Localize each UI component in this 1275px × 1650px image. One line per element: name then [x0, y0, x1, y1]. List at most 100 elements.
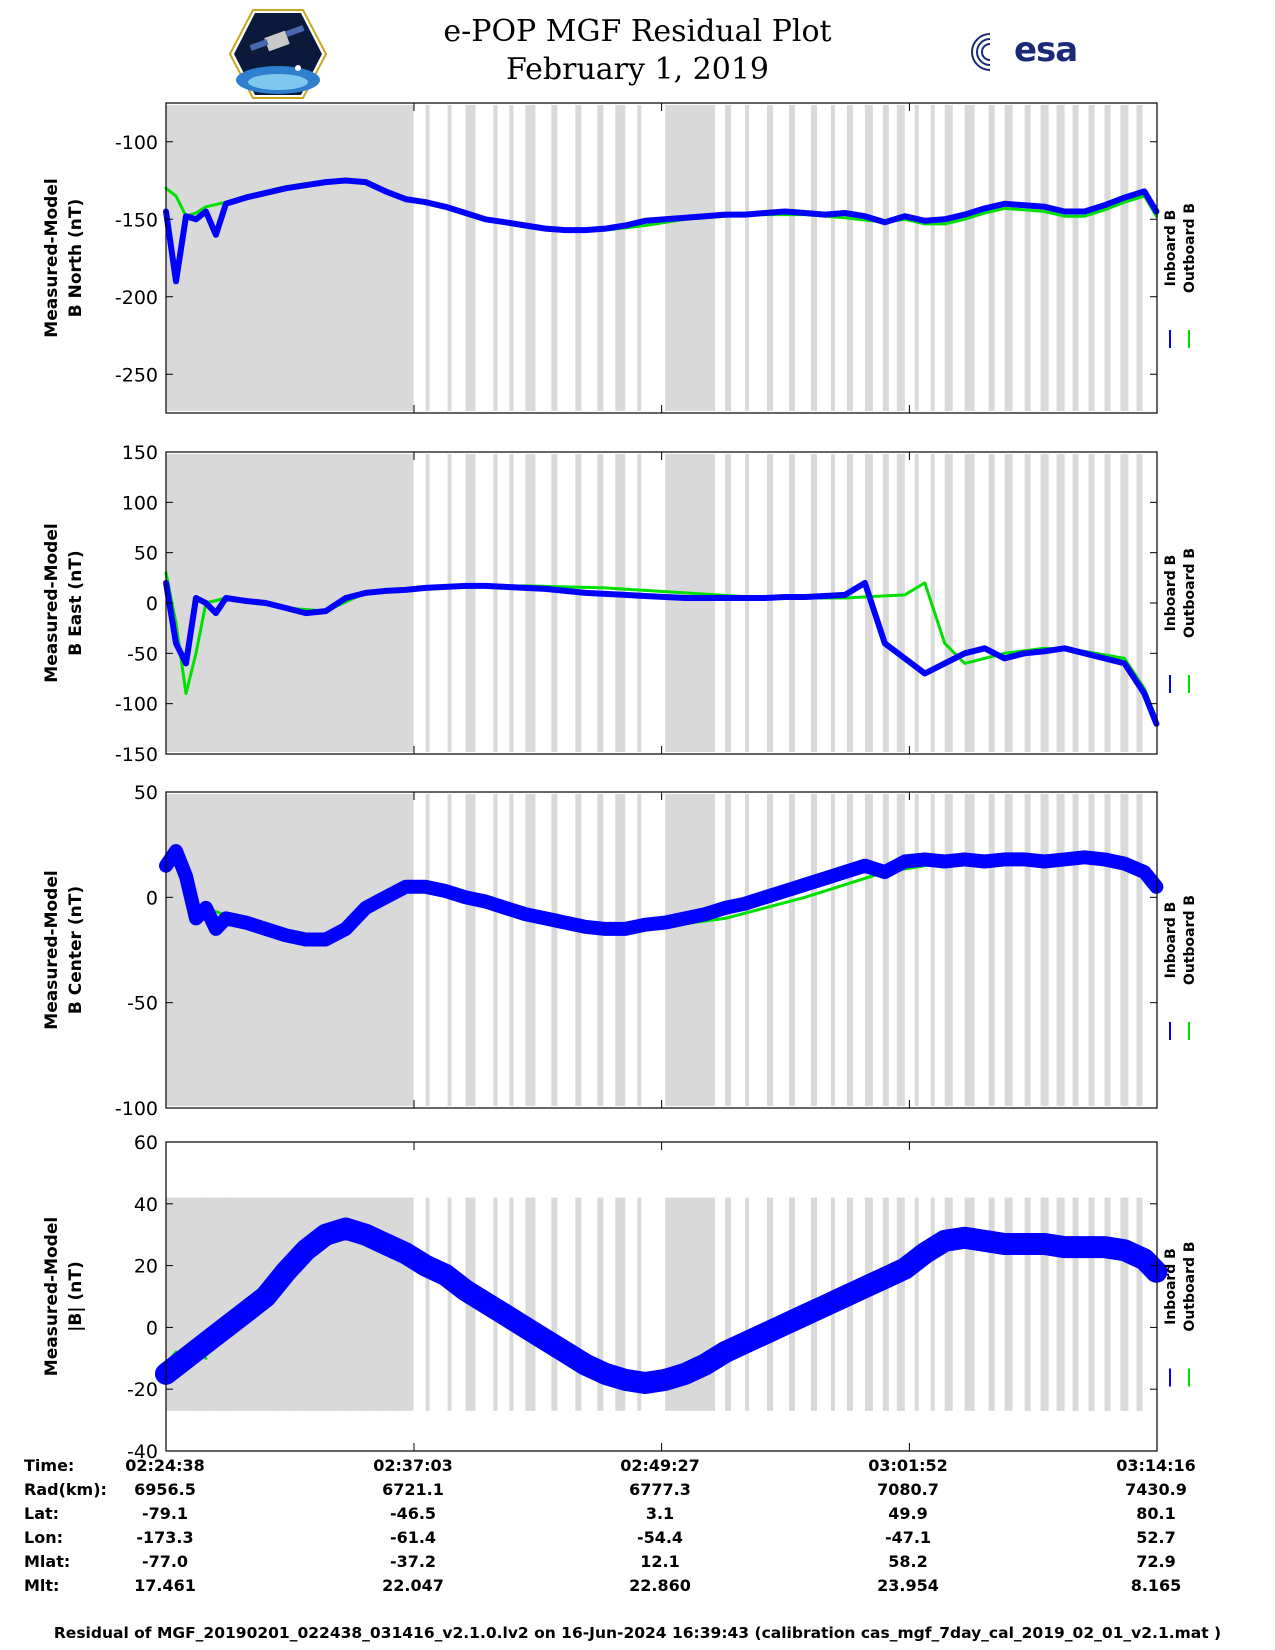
shade-band	[745, 105, 750, 411]
shade-band	[1056, 454, 1065, 752]
shade-band	[830, 454, 835, 752]
shade-band	[345, 454, 354, 752]
info-cell: 72.9	[1136, 1552, 1176, 1571]
legend-inboard-label: Inboard B	[1163, 210, 1179, 287]
shade-band	[1040, 1197, 1049, 1411]
y-tick-label: 60	[134, 1132, 158, 1154]
y-tick-label: -150	[115, 744, 158, 766]
shade-band	[465, 105, 476, 411]
shade-band	[303, 454, 308, 752]
shade-band	[509, 794, 514, 1106]
shade-band	[575, 105, 582, 411]
shade-band	[1088, 454, 1095, 752]
shade-band	[725, 105, 732, 411]
shade-band	[361, 454, 370, 752]
shade-band	[551, 794, 558, 1106]
panel-4: -40 -20 0 20 40 60 Measured-Model |B| (nT) Inboa…	[42, 1132, 1198, 1463]
y-tick-label: 50	[134, 782, 158, 804]
shade-band	[988, 105, 995, 411]
info-cell: 52.7	[1136, 1528, 1176, 1547]
shade-band	[1104, 794, 1111, 1106]
shade-band	[331, 794, 336, 1106]
shade-band	[1072, 454, 1079, 752]
shade-band	[767, 794, 774, 1106]
y-tick-label: 40	[134, 1194, 158, 1216]
shade-band	[447, 794, 452, 1106]
shade-band	[1056, 794, 1065, 1106]
shade-band	[315, 794, 324, 1106]
shade-band	[767, 105, 774, 411]
shade-band	[864, 1197, 873, 1411]
info-cell: -77.0	[141, 1552, 189, 1571]
y-axis-label: Measured-Model	[42, 1217, 62, 1376]
shade-band	[509, 105, 514, 411]
info-row-mlt: Mlt: 17.461 22.047 22.860 23.954 8.165	[0, 1576, 1275, 1600]
shade-band	[1040, 794, 1049, 1106]
shade-band	[493, 454, 498, 752]
info-cell: -54.4	[636, 1528, 684, 1547]
shade-band	[914, 105, 919, 411]
panel-1: -250 -200 -150 -100 Measured-Model B North (n…	[42, 102, 1198, 414]
y-axis-label: Measured-Model	[42, 178, 62, 337]
shade-band	[615, 105, 626, 411]
info-cell: 3.1	[645, 1504, 675, 1523]
shade-band	[525, 105, 536, 411]
y-tick-label: -150	[115, 209, 158, 231]
y-tick-label: 0	[146, 887, 158, 909]
y-tick-label: -100	[115, 1098, 158, 1120]
esa-logo-icon	[971, 32, 1012, 72]
shade-band	[425, 105, 430, 411]
shade-band	[1024, 794, 1031, 1106]
shade-band	[597, 454, 604, 752]
shade-band	[493, 105, 498, 411]
plot-date: February 1, 2019	[505, 52, 769, 87]
shade-band	[195, 794, 206, 1106]
shade-band	[1056, 1197, 1065, 1411]
panel-3: -100 -50 0 50 Measured-Model B Center (nT) Inb…	[42, 782, 1198, 1120]
y-tick-label: -40	[127, 1441, 158, 1463]
info-cell: -37.2	[389, 1552, 437, 1571]
legend-outboard-label: Outboard B	[1182, 203, 1198, 293]
shade-band	[944, 1197, 953, 1411]
shade-band	[597, 794, 604, 1106]
shade-band	[525, 1197, 536, 1411]
shade-band	[1120, 1197, 1129, 1411]
plot-title: e-POP MGF Residual Plot	[443, 14, 832, 49]
info-row-lat: Lat: -79.1 -46.5 3.1 49.9 80.1	[0, 1504, 1275, 1528]
shade-band	[1136, 454, 1143, 752]
y-axis-label: B Center (nT)	[66, 886, 86, 1014]
shade-band	[1120, 794, 1129, 1106]
shade-band	[575, 794, 582, 1106]
info-cell: 03:01:52	[868, 1456, 948, 1475]
info-cell: 02:49:27	[620, 1456, 700, 1475]
shade-band	[830, 794, 835, 1106]
info-cell: -47.1	[884, 1528, 932, 1547]
shade-band	[1024, 105, 1031, 411]
shade-band	[725, 454, 732, 752]
info-label: Lon:	[24, 1528, 63, 1547]
shade-band	[425, 794, 430, 1106]
cassiope-mission-logo	[228, 9, 328, 99]
shade-band	[964, 454, 975, 752]
shade-band	[1004, 454, 1013, 752]
legend-outboard-label: Outboard B	[1182, 1241, 1198, 1331]
shade-band	[944, 105, 953, 411]
info-cell: 6777.3	[629, 1480, 691, 1499]
shade-band	[725, 1197, 732, 1411]
info-row-lon: Lon: -173.3 -61.4 -54.4 -47.1 52.7	[0, 1528, 1275, 1552]
orbit-info-table: Time: 02:24:38 02:37:03 02:49:27 03:01:5…	[0, 1456, 1275, 1626]
shade-band	[315, 454, 324, 752]
shade-band	[447, 1197, 452, 1411]
shade-band	[315, 105, 324, 411]
shade-band	[745, 1197, 750, 1411]
shade-band	[195, 105, 206, 411]
shade-band	[1072, 794, 1079, 1106]
shade-band	[1072, 1197, 1079, 1411]
shade-band	[1004, 794, 1013, 1106]
shade-band	[914, 454, 919, 752]
shade-band	[1120, 105, 1129, 411]
y-tick-label: 100	[122, 492, 158, 514]
y-axis-label: |B| (nT)	[66, 1261, 86, 1332]
shade-band	[1136, 1197, 1143, 1411]
shade-band	[1024, 1197, 1031, 1411]
